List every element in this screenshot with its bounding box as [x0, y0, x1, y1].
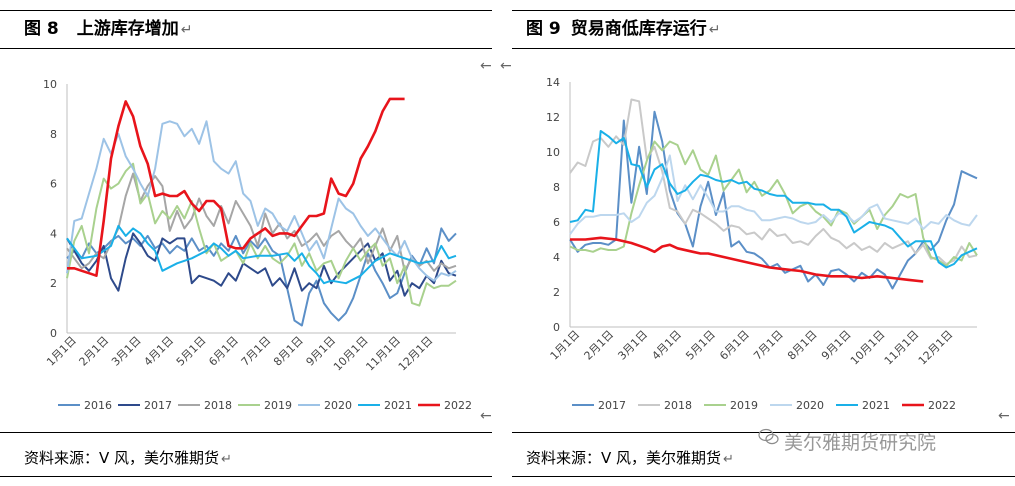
legend-label-2017: 2017: [598, 399, 626, 412]
source-text: 资料来源：V 风，美尔雅期货: [24, 449, 220, 467]
return-mark: ↵: [708, 22, 721, 38]
legend-label-2021: 2021: [862, 399, 890, 412]
watermark-text: 美尔雅期货研究院: [784, 432, 937, 454]
y-tick-label: 10: [546, 146, 560, 159]
legend-label-2020: 2020: [324, 399, 352, 412]
series-line-2017: [569, 110, 978, 290]
x-tick-label: 12月1日: [396, 334, 436, 374]
y-tick-label: 6: [553, 216, 560, 229]
x-tick-label: 5月1日: [174, 334, 209, 369]
y-tick-label: 2: [553, 286, 560, 299]
return-arrow-icon: ←: [480, 408, 492, 424]
figure-title-text: 贸易商低库存运行: [570, 19, 707, 39]
series-line-2021: [569, 130, 978, 269]
chart-8: 0 2 4 6 8 10 1月1日 2月1日 3月1日 4月1日 5月1日 6月1日 7月1日 8月1日 9…: [10, 60, 488, 420]
legend-label-2022: 2022: [928, 399, 956, 412]
x-tick-label: 4月1日: [649, 328, 684, 363]
x-tick-label: 11月1日: [882, 328, 922, 368]
series-line-2022: [67, 97, 405, 277]
series-line-2020: [569, 154, 978, 235]
legend-label-2022: 2022: [444, 399, 472, 412]
source-note: 资料来源：V 风，美尔雅期货 ↵: [24, 447, 232, 468]
y-tick-label: 8: [50, 128, 57, 141]
x-tick-label: 2月1日: [582, 328, 617, 363]
y-tick-label: 6: [50, 178, 57, 191]
figure-number: 图 9: [526, 19, 561, 39]
x-tick-label: 4月1日: [141, 334, 176, 369]
series-line-2019: [569, 140, 978, 267]
x-tick-label: 7月1日: [239, 334, 274, 369]
figure-title-text: 上游库存增加: [76, 19, 179, 39]
y-tick-label: 8: [553, 181, 560, 194]
x-tick-label: 8月1日: [271, 334, 306, 369]
series-line-2020: [66, 120, 457, 282]
bottom-rule: [0, 476, 492, 477]
top-rule: [0, 10, 492, 11]
return-mark: ↵: [723, 452, 734, 467]
series-line-2021: [66, 224, 457, 285]
left-chart-panel: 图 8 上游库存增加 ↵ 0 2 4 6 8 10 1月1日 2月1日 3月1日 4月1日 5月1日 6月…: [0, 0, 492, 486]
legend-label-2017: 2017: [144, 399, 172, 412]
y-tick-label: 12: [546, 111, 560, 124]
chart-9: 0 2 4 6 8 10 12 14 1月1日 2月1日 3月1日 4月1日 5月1日 6月1日 7月1日 8…: [514, 60, 1010, 420]
y-tick-label: 4: [50, 227, 57, 240]
x-tick-label: 3月1日: [615, 328, 650, 363]
legend-label-2016: 2016: [84, 399, 112, 412]
legend-label-2021: 2021: [384, 399, 412, 412]
figure-8-title: 图 8 上游库存增加 ↵: [24, 14, 192, 39]
x-tick-label: 6月1日: [717, 328, 752, 363]
y-tick-label: 4: [553, 251, 560, 264]
legend-label-2019: 2019: [264, 399, 292, 412]
figure-9-title: 图 9 贸易商低库存运行 ↵: [526, 14, 720, 39]
y-tick-label: 10: [43, 78, 57, 91]
wechat-icon: [758, 428, 779, 445]
legend-label-2018: 2018: [664, 399, 692, 412]
y-tick-label: 14: [546, 76, 560, 89]
legend-label-2019: 2019: [730, 399, 758, 412]
figure-number: 图 8: [24, 19, 59, 39]
right-chart-panel: 图 9 贸易商低库存运行 ↵ 0 2 4 6 8 10 12 14 1月1日 2月1日 3月1日 4月1日…: [512, 0, 1015, 486]
source-top-rule: [512, 432, 1015, 433]
y-tick-label: 0: [50, 327, 57, 340]
title-rule: [0, 48, 492, 49]
series-line-2016: [66, 227, 457, 327]
legend-label-2020: 2020: [796, 399, 824, 412]
return-arrow-icon: ←: [480, 58, 492, 74]
chart-8-svg: 02468101月1日2月1日3月1日4月1日5月1日6月1日7月1日8月1日9…: [43, 78, 472, 412]
legend-label-2018: 2018: [204, 399, 232, 412]
series-line-2017: [66, 232, 457, 297]
return-arrow-icon: ←: [998, 408, 1010, 424]
x-tick-label: 10月1日: [331, 334, 371, 374]
bottom-rule: [512, 476, 1015, 477]
x-tick-label: 5月1日: [683, 328, 718, 363]
x-tick-label: 11月1日: [363, 334, 403, 374]
return-arrow-icon: ←: [500, 58, 512, 74]
x-tick-label: 8月1日: [785, 328, 820, 363]
y-tick-label: 2: [50, 277, 57, 290]
series-line-2018: [569, 98, 978, 265]
title-rule: [512, 48, 1015, 49]
x-tick-label: 10月1日: [848, 328, 888, 368]
x-tick-label: 3月1日: [109, 334, 144, 369]
source-text: 资料来源：V 风，美尔雅期货: [526, 449, 722, 467]
source-note: 资料来源：V 风，美尔雅期货 ↵: [526, 447, 734, 468]
x-tick-label: 12月1日: [916, 328, 956, 368]
source-top-rule: [0, 432, 492, 433]
y-tick-label: 0: [553, 321, 560, 334]
top-rule: [512, 10, 1015, 11]
x-tick-label: 6月1日: [206, 334, 241, 369]
series-line-2022: [570, 236, 924, 283]
return-mark: ↵: [221, 452, 232, 467]
x-tick-label: 2月1日: [77, 334, 112, 369]
return-mark: ↵: [180, 22, 193, 38]
x-tick-label: 7月1日: [751, 328, 786, 363]
